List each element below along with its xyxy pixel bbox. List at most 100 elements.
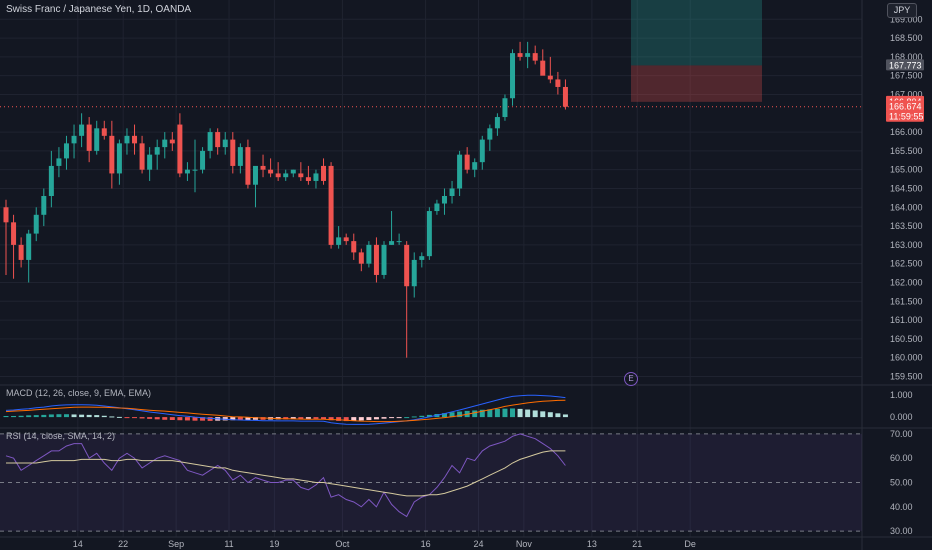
macd-histogram-bar	[139, 417, 145, 419]
candle-body	[147, 154, 153, 170]
macd-histogram-bar	[192, 417, 198, 421]
candle-body	[268, 169, 274, 174]
macd-histogram-bar	[351, 417, 357, 421]
candle-body	[94, 128, 100, 151]
price-axis-tick-label: 163.000	[890, 240, 923, 250]
macd-histogram-bar	[169, 417, 175, 420]
candle-body	[283, 173, 289, 178]
candle-body	[426, 211, 432, 257]
macd-histogram-bar	[11, 416, 17, 418]
macd-histogram-bar	[162, 417, 168, 420]
macd-histogram-bar	[555, 413, 561, 418]
candle-body	[351, 241, 357, 253]
time-axis-tick-label: 16	[421, 539, 431, 549]
macd-histogram-bar	[252, 417, 258, 420]
macd-histogram-bar	[313, 417, 319, 419]
candle-body	[290, 169, 296, 174]
candle-body	[132, 135, 138, 144]
rsi-axis-tick-label: 30.00	[890, 526, 913, 536]
price-axis-tick-label: 168.500	[890, 33, 923, 43]
earnings-event-icon[interactable]: E	[624, 372, 638, 386]
macd-histogram-bar	[116, 416, 122, 418]
macd-histogram-bar	[184, 417, 190, 421]
macd-histogram-bar	[472, 410, 478, 418]
time-axis-tick-label: Oct	[335, 539, 350, 549]
macd-histogram-bar	[457, 411, 463, 418]
candle-body	[562, 86, 568, 107]
time-axis-tick-label: 14	[73, 539, 83, 549]
price-label-flag	[886, 110, 924, 122]
macd-histogram-bar	[502, 408, 508, 418]
candle-body	[207, 132, 213, 151]
candle-body	[540, 60, 546, 76]
candle-body	[411, 259, 417, 287]
macd-histogram-bar	[147, 417, 153, 419]
candle-body	[63, 143, 69, 159]
currency-badge[interactable]: JPY	[887, 3, 917, 18]
macd-histogram-bar	[124, 417, 130, 419]
price-axis-tick-label: 169.000	[890, 14, 923, 24]
rsi-axis-tick-label: 40.00	[890, 502, 913, 512]
macd-histogram-bar	[343, 417, 349, 422]
macd-histogram-bar	[381, 417, 387, 419]
macd-histogram-bar	[525, 409, 531, 418]
macd-histogram-bar	[547, 412, 553, 418]
candle-body	[48, 165, 54, 196]
macd-histogram-bar	[441, 413, 447, 418]
candle-body	[305, 177, 311, 181]
time-axis-tick-label: De	[684, 539, 696, 549]
candle-body	[517, 53, 523, 57]
price-label-text: 167.773	[889, 60, 922, 70]
macd-histogram-bar	[3, 416, 9, 418]
candle-body	[56, 158, 62, 166]
macd-histogram-bar	[132, 417, 138, 419]
price-axis-tick-label: 159.500	[890, 371, 923, 381]
price-axis-tick-label: 164.000	[890, 202, 923, 212]
macd-histogram-bar	[200, 417, 206, 421]
candle-body	[464, 154, 470, 170]
macd-histogram-bar	[63, 414, 69, 418]
rsi-indicator-title[interactable]: RSI (14, close, SMA, 14, 2)	[6, 431, 116, 441]
macd-histogram-bar	[540, 411, 546, 418]
candle-body	[169, 139, 175, 144]
macd-histogram-bar	[33, 415, 39, 418]
candle-body	[547, 75, 553, 80]
rsi-axis-tick-label: 70.00	[890, 429, 913, 439]
macd-histogram-bar	[562, 414, 568, 418]
rsi-axis-tick-label: 50.00	[890, 478, 913, 488]
macd-histogram-bar	[328, 417, 334, 421]
candle-body	[532, 53, 538, 61]
macd-axis-tick-label: 0.000	[890, 412, 913, 422]
candle-body	[11, 222, 17, 245]
candle-body	[109, 135, 115, 174]
macd-histogram-bar	[336, 417, 342, 421]
macd-signal-line	[5, 399, 566, 423]
candle-body	[358, 252, 364, 264]
time-axis-tick-label: Nov	[516, 539, 533, 549]
candle-body	[502, 98, 508, 118]
macd-histogram-bar	[177, 417, 183, 421]
macd-histogram-bar	[305, 417, 311, 419]
macd-histogram-bar	[237, 417, 243, 421]
macd-histogram-bar	[373, 417, 379, 420]
macd-histogram-bar	[101, 415, 107, 418]
macd-histogram-bar	[41, 414, 47, 418]
price-axis-tick-label: 160.500	[890, 334, 923, 344]
macd-histogram-bar	[79, 414, 85, 418]
rsi-ma-line	[6, 450, 566, 497]
candle-body	[26, 233, 32, 260]
price-axis-tick-label: 166.000	[890, 127, 923, 137]
macd-histogram-bar	[487, 409, 493, 418]
price-label-text: 166.674	[889, 102, 922, 112]
time-axis-tick-label: 13	[587, 539, 597, 549]
candle-body	[192, 169, 198, 171]
candle-body	[381, 244, 387, 275]
macd-axis-tick-label: 1.000	[890, 390, 913, 400]
macd-indicator-title[interactable]: MACD (12, 26, close, 9, EMA, EMA)	[6, 388, 152, 398]
candle-body	[162, 139, 168, 148]
time-axis-tick-label: 11	[224, 539, 233, 549]
macd-line	[5, 394, 566, 425]
macd-histogram-bar	[494, 408, 500, 418]
rsi-line	[5, 433, 566, 518]
